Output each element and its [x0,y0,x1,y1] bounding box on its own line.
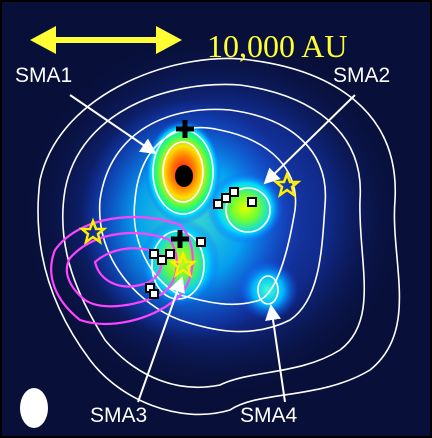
square-marker [214,200,222,208]
square-marker [197,238,205,246]
source-label: SMA4 [240,404,298,427]
square-marker [150,290,158,298]
source-label: SMA1 [15,64,72,87]
source-label: SMA2 [333,64,390,87]
square-marker [158,256,166,264]
emission-sma4 [238,260,298,320]
source-label: SMA3 [90,404,147,427]
square-marker [166,250,174,258]
scale-label: 10,000 AU [207,28,347,64]
square-marker [248,198,256,206]
beam-ellipse [20,388,48,428]
square-marker [230,188,238,196]
map-image: 10,000 AU SMA1 SMA2 SMA3 SMA4 [0,0,432,438]
page: 10,000 AU SMA1 SMA2 SMA3 SMA4 (() => { c… [0,0,432,438]
square-marker [222,194,230,202]
square-marker [150,250,158,258]
dark-peak [175,165,193,187]
